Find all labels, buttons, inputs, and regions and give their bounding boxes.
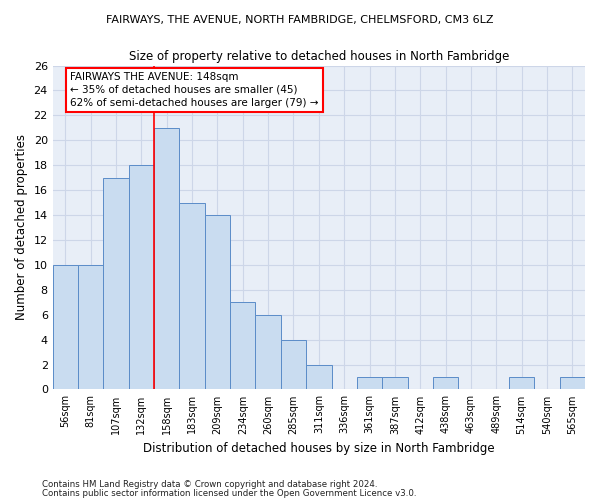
Bar [306, 364, 332, 390]
Bar [509, 377, 535, 390]
Bar [382, 377, 407, 390]
Bar [179, 202, 205, 390]
Title: Size of property relative to detached houses in North Fambridge: Size of property relative to detached ho… [128, 50, 509, 63]
Bar [205, 215, 230, 390]
Bar [560, 377, 585, 390]
Text: FAIRWAYS, THE AVENUE, NORTH FAMBRIDGE, CHELMSFORD, CM3 6LZ: FAIRWAYS, THE AVENUE, NORTH FAMBRIDGE, C… [106, 15, 494, 25]
Bar [433, 377, 458, 390]
Y-axis label: Number of detached properties: Number of detached properties [15, 134, 28, 320]
Bar [78, 265, 103, 390]
Bar [103, 178, 129, 390]
Bar [53, 265, 78, 390]
Text: Contains public sector information licensed under the Open Government Licence v3: Contains public sector information licen… [42, 488, 416, 498]
Text: Contains HM Land Registry data © Crown copyright and database right 2024.: Contains HM Land Registry data © Crown c… [42, 480, 377, 489]
Bar [230, 302, 256, 390]
Bar [154, 128, 179, 390]
Text: FAIRWAYS THE AVENUE: 148sqm
← 35% of detached houses are smaller (45)
62% of sem: FAIRWAYS THE AVENUE: 148sqm ← 35% of det… [70, 72, 319, 108]
Bar [357, 377, 382, 390]
Bar [281, 340, 306, 390]
X-axis label: Distribution of detached houses by size in North Fambridge: Distribution of detached houses by size … [143, 442, 494, 455]
Bar [256, 314, 281, 390]
Bar [129, 165, 154, 390]
